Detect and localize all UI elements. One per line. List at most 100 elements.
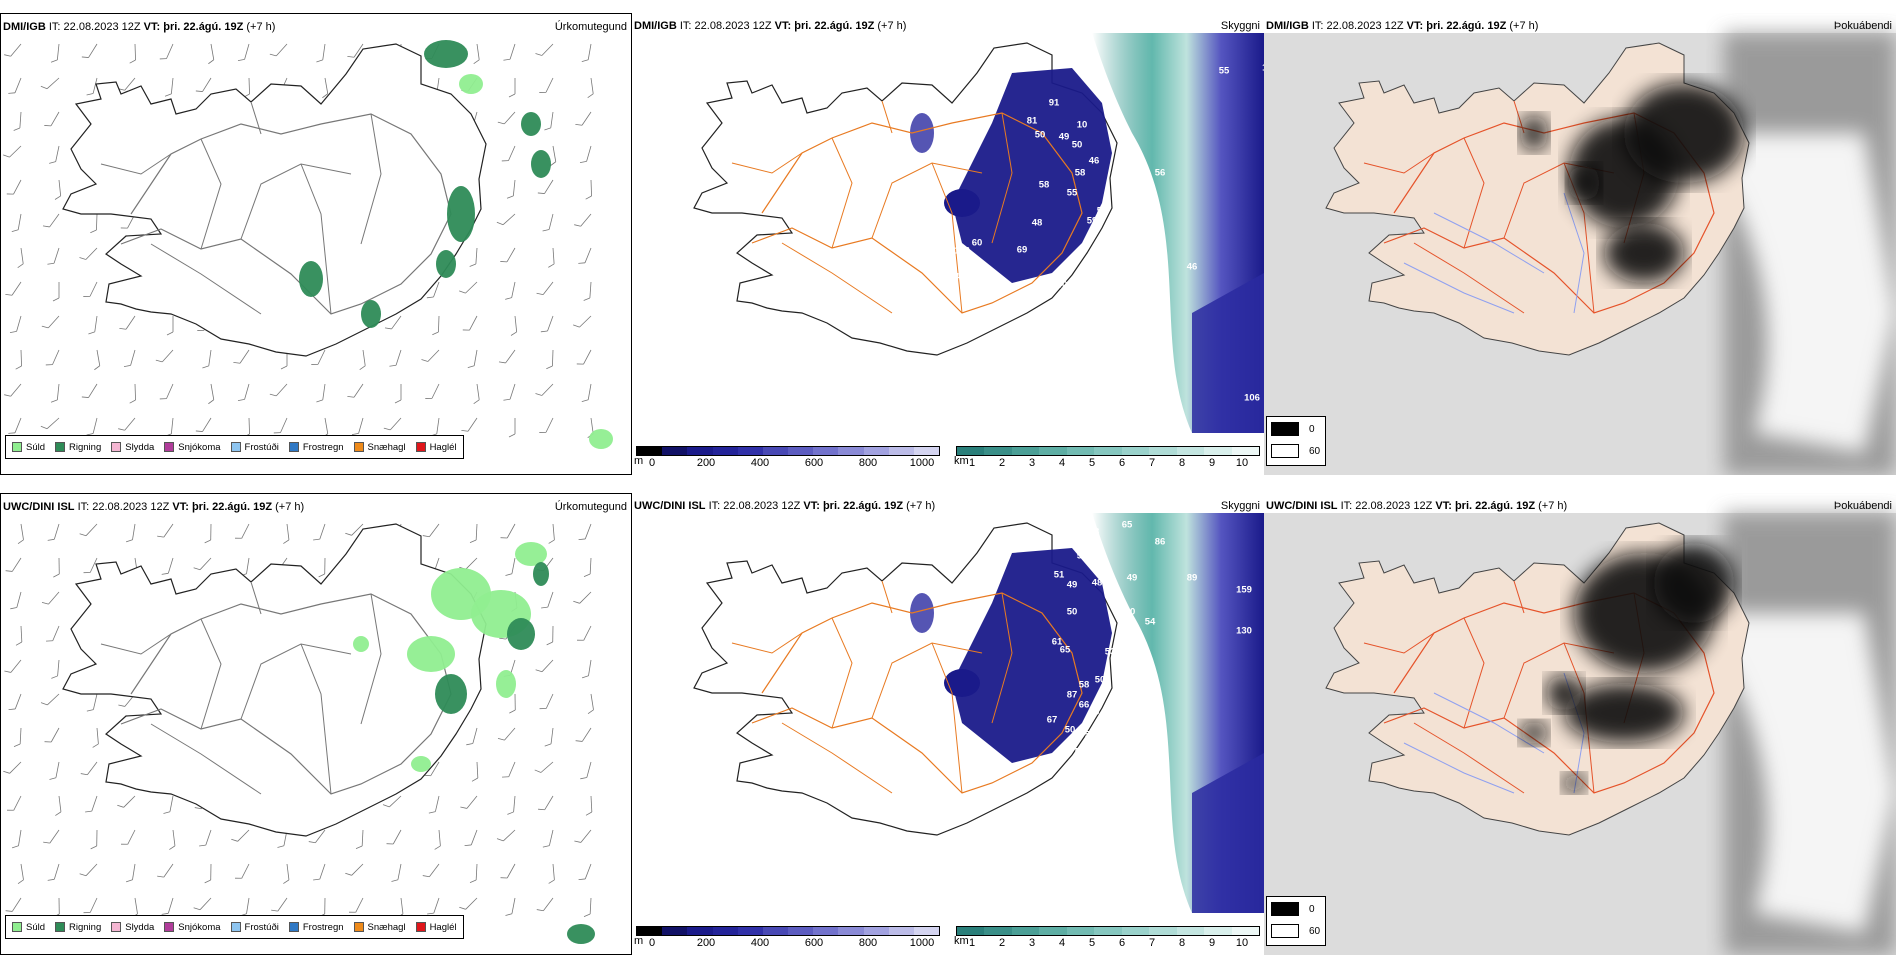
wind-barb xyxy=(430,417,439,437)
wind-barb xyxy=(15,626,22,645)
precip-map xyxy=(1,494,632,955)
wind-barb xyxy=(205,384,214,404)
wind-barb xyxy=(391,863,401,883)
wind-barb xyxy=(546,350,553,369)
wind-barb xyxy=(15,350,22,369)
wind-barb xyxy=(502,144,515,164)
colorbar-tick-label: 1000 xyxy=(910,457,934,469)
visibility-value-label: 49 xyxy=(1059,132,1070,143)
legend-swatch xyxy=(55,922,65,932)
fog-dense-area xyxy=(1654,543,1734,623)
colorbar-tick-label: 8 xyxy=(1179,937,1185,949)
visibility-value-label: 48 xyxy=(1092,578,1103,589)
legend-item: Snjókoma xyxy=(164,442,220,453)
legend-item: Snæhagl xyxy=(354,922,406,933)
visibility-value-label: 53 xyxy=(1097,206,1108,217)
colorbar-tick-label: 10 xyxy=(1236,457,1248,469)
wind-barb xyxy=(503,382,515,402)
wind-barb xyxy=(509,694,515,713)
fog-map xyxy=(1264,493,1896,955)
fog-dense-area xyxy=(1604,223,1684,283)
wind-barb xyxy=(53,558,59,577)
wind-barb xyxy=(167,316,173,335)
colorbar-tick-label: 8 xyxy=(1179,457,1185,469)
colorbar-segment xyxy=(1177,927,1204,935)
colorbar-tick-label: 0 xyxy=(649,457,655,469)
wind-barb xyxy=(129,44,136,63)
wind-barb xyxy=(501,861,515,881)
colorbar-segment xyxy=(662,927,687,935)
colorbar-segment xyxy=(813,447,838,455)
visibility-value-label: 46 xyxy=(1125,220,1136,231)
wind-barb xyxy=(579,862,591,882)
wind-barb xyxy=(194,894,211,912)
colorbar-segment xyxy=(637,447,662,455)
wind-barb xyxy=(582,43,591,63)
wind-barb xyxy=(547,626,553,645)
wind-barb xyxy=(425,381,439,401)
visibility-value-label: 56 xyxy=(1145,690,1156,701)
panel-field-name: Þokuábendi xyxy=(1834,20,1892,32)
wind-barb xyxy=(163,795,173,815)
colorbar-tick-label: 400 xyxy=(751,457,769,469)
visibility-value-label: 48 xyxy=(1032,218,1043,229)
visibility-value-label: 56 xyxy=(1155,168,1166,179)
wind-barb xyxy=(14,112,21,131)
wind-barb xyxy=(535,757,553,774)
legend-item: Frostúði xyxy=(231,922,279,933)
colorbar-segment xyxy=(889,447,914,455)
wind-barb xyxy=(118,414,135,432)
wind-barb xyxy=(584,558,591,577)
colorbar-segment xyxy=(1232,927,1259,935)
colorbar-segment xyxy=(687,447,712,455)
colorbar-tick-label: 1 xyxy=(969,457,975,469)
fog-legend-swatch xyxy=(1271,902,1299,916)
wind-barb xyxy=(356,830,363,849)
colorbar-segment xyxy=(1094,927,1121,935)
precip-area xyxy=(496,670,516,698)
wind-barb xyxy=(539,415,553,435)
colorbar-tick-label: 0 xyxy=(649,937,655,949)
wind-barb xyxy=(7,793,21,813)
colorbar-tick-label: 9 xyxy=(1209,937,1215,949)
wind-barb xyxy=(10,314,21,334)
visibility-value-label: 55 xyxy=(1067,188,1078,199)
fog-legend-label: 0 xyxy=(1309,424,1315,435)
wind-barb xyxy=(165,417,173,437)
colorbar-segment xyxy=(813,927,838,935)
visibility-panel-row1: DMI/IGB IT: 22.08.2023 12Z VT: þri. 22.á… xyxy=(632,13,1264,475)
colorbar-tick-label: 9 xyxy=(1209,457,1215,469)
wind-barb xyxy=(80,520,97,538)
wind-barb xyxy=(459,278,477,296)
colorbar-tick-label: 4 xyxy=(1059,457,1065,469)
legend-item: Frostúði xyxy=(231,442,279,453)
legend-item: Snæhagl xyxy=(354,442,406,453)
colorbar-segment xyxy=(838,447,863,455)
visibility-value-label: 50 xyxy=(1072,140,1083,151)
wind-barb xyxy=(423,860,439,879)
legend-label: Snjókoma xyxy=(178,442,220,453)
visibility-value-label: 136 xyxy=(954,246,970,257)
wind-barb xyxy=(471,384,480,404)
wind-barb xyxy=(537,894,553,913)
wind-barb xyxy=(82,381,97,400)
panel-title: UWC/DINI ISL IT: 22.08.2023 12Z VT: þri.… xyxy=(1266,500,1567,512)
visibility-value-label: 53 xyxy=(1101,773,1112,784)
colorbar-tick-label: 6 xyxy=(1119,937,1125,949)
colorbar-segment xyxy=(788,927,813,935)
legend-item: Rigning xyxy=(55,922,101,933)
legend-swatch xyxy=(289,442,299,452)
legend-item: Haglél xyxy=(416,442,457,453)
colorbar-segment xyxy=(1232,447,1259,455)
fog-dense-area xyxy=(1624,83,1744,183)
wind-barb xyxy=(547,248,554,267)
wind-barb xyxy=(577,623,591,643)
wind-barb xyxy=(357,350,366,370)
wind-barb xyxy=(235,861,249,881)
colorbar-tick-label: 2 xyxy=(999,457,1005,469)
colorbar-tick-label: 1000 xyxy=(910,937,934,949)
visibility-value-label: 87 xyxy=(1067,690,1078,701)
iceland-coastline xyxy=(63,524,486,836)
colorbar-segment xyxy=(1094,447,1121,455)
